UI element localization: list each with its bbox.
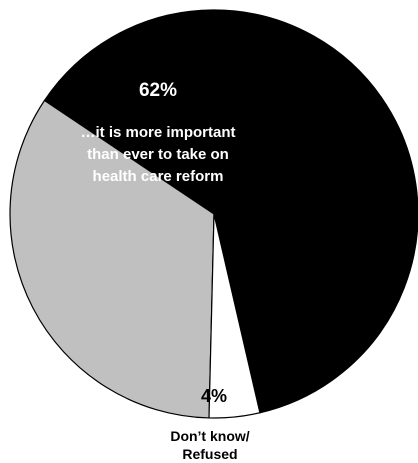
slice-percent-label-2: 4% [201,386,227,406]
slice-percent-label-0: 62% [139,80,177,101]
slice-category-label-1-line-2: right now [279,274,347,291]
slice-percent-label-1: 34% [308,184,346,205]
slice-category-label-1-line-0: …we cannot take on [240,230,385,247]
pie-slice-1 [9,99,215,419]
pie-slice-0 [43,9,418,414]
slice-category-label-0-line-2: health care reform [93,168,224,185]
slice-category-label-2-line-1: Refused [182,446,237,462]
pie-slice-2 [208,213,261,419]
slice-category-label-0-line-1: than ever to take on [87,146,229,163]
slice-category-label-2-line-0: Don’t know/ [170,428,249,444]
slice-category-label-1-line-1: health care reform [248,252,379,269]
slice-category-label-0-line-0: …it is more important [80,124,235,141]
